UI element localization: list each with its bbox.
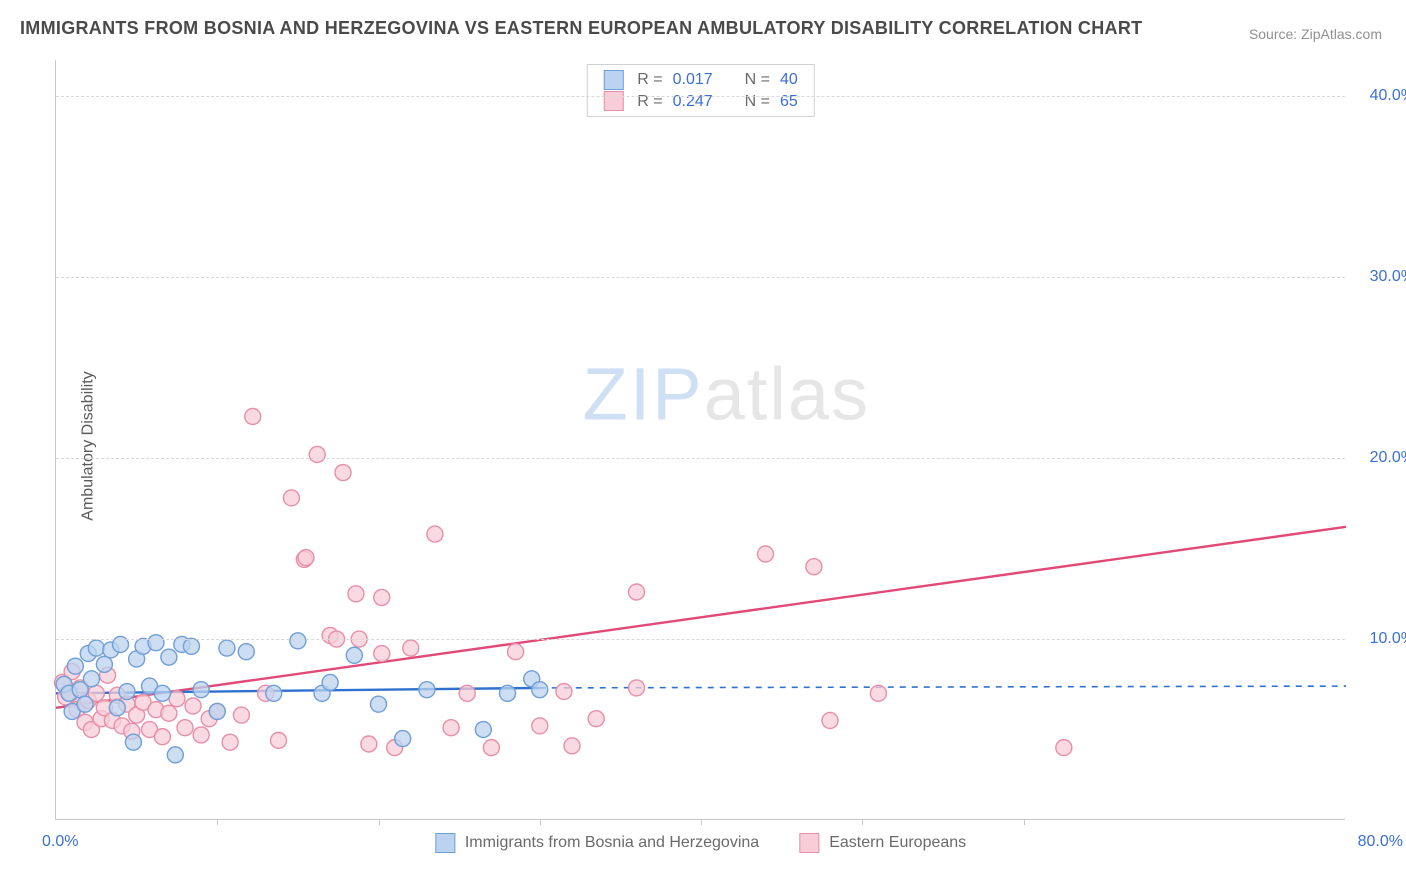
legend-n-label: N = (745, 69, 770, 91)
x-origin-label: 0.0% (42, 833, 78, 851)
legend-n-value-bosnia: 40 (780, 69, 798, 91)
y-tick-label: 40.0% (1370, 87, 1406, 105)
y-tick-label: 10.0% (1370, 630, 1406, 648)
legend-label-eastern: Eastern Europeans (829, 834, 966, 852)
swatch-eastern (603, 91, 623, 111)
legend-item-bosnia: Immigrants from Bosnia and Herzegovina (435, 833, 759, 853)
legend-r-value-eastern: 0.247 (673, 91, 725, 113)
legend-r-label: R = (637, 91, 662, 113)
swatch-eastern-bottom (799, 833, 819, 853)
y-tick-label: 20.0% (1370, 449, 1406, 467)
chart-title: IMMIGRANTS FROM BOSNIA AND HERZEGOVINA V… (20, 18, 1142, 39)
source-attribution: Source: ZipAtlas.com (1249, 26, 1382, 42)
swatch-bosnia (603, 70, 623, 90)
legend-r-label: R = (637, 69, 662, 91)
series-legend: Immigrants from Bosnia and Herzegovina E… (435, 833, 966, 853)
y-tick-label: 30.0% (1370, 268, 1406, 286)
x-max-label: 80.0% (1358, 833, 1403, 851)
legend-n-value-eastern: 65 (780, 91, 798, 113)
legend-label-bosnia: Immigrants from Bosnia and Herzegovina (465, 834, 759, 852)
legend-r-value-bosnia: 0.017 (673, 69, 725, 91)
chart-plot-area: ZIPatlas R = 0.017 N = 40 R = 0.247 N = … (55, 60, 1345, 820)
legend-n-label: N = (745, 91, 770, 113)
legend-item-eastern: Eastern Europeans (799, 833, 966, 853)
swatch-bosnia-bottom (435, 833, 455, 853)
